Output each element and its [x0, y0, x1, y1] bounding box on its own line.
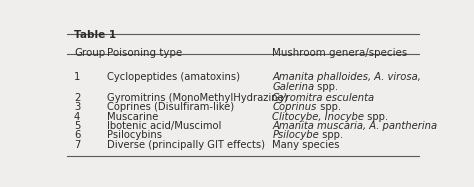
Text: 1: 1 — [74, 72, 80, 82]
Text: Muscarine: Muscarine — [107, 112, 158, 122]
Text: Diverse (principally GIT effects): Diverse (principally GIT effects) — [107, 140, 265, 150]
Text: 4: 4 — [74, 112, 80, 122]
Text: Poisoning type: Poisoning type — [107, 48, 182, 58]
Text: spp.: spp. — [314, 82, 338, 92]
Text: Mushroom genera/species: Mushroom genera/species — [272, 48, 408, 58]
Text: Amanita phalloides, A. virosa,: Amanita phalloides, A. virosa, — [272, 72, 421, 82]
Text: spp.: spp. — [317, 102, 341, 112]
Text: Coprinus: Coprinus — [272, 102, 317, 112]
Text: Psilocybe: Psilocybe — [272, 131, 319, 140]
Text: 5: 5 — [74, 121, 80, 131]
Text: spp.: spp. — [365, 112, 388, 122]
Text: Ibotenic acid/Muscimol: Ibotenic acid/Muscimol — [107, 121, 221, 131]
Text: Group: Group — [74, 48, 105, 58]
Text: spp.: spp. — [319, 131, 343, 140]
Text: 3: 3 — [74, 102, 80, 112]
Text: Galerina: Galerina — [272, 82, 314, 92]
Text: 6: 6 — [74, 131, 80, 140]
Text: Gyromitrins (MonoMethylHydrazine): Gyromitrins (MonoMethylHydrazine) — [107, 93, 288, 103]
Text: Psilocybins: Psilocybins — [107, 131, 162, 140]
Text: Coprines (Disulfiram-like): Coprines (Disulfiram-like) — [107, 102, 234, 112]
Text: Clitocybe, Inocybe: Clitocybe, Inocybe — [272, 112, 365, 122]
Text: 2: 2 — [74, 93, 80, 103]
Text: Cyclopeptides (amatoxins): Cyclopeptides (amatoxins) — [107, 72, 240, 82]
Text: Table 1: Table 1 — [74, 30, 116, 40]
Text: Many species: Many species — [272, 140, 340, 150]
Text: Amanita muscaria, A. pantherina: Amanita muscaria, A. pantherina — [272, 121, 438, 131]
Text: 7: 7 — [74, 140, 80, 150]
Text: Gyromitra esculenta: Gyromitra esculenta — [272, 93, 374, 103]
